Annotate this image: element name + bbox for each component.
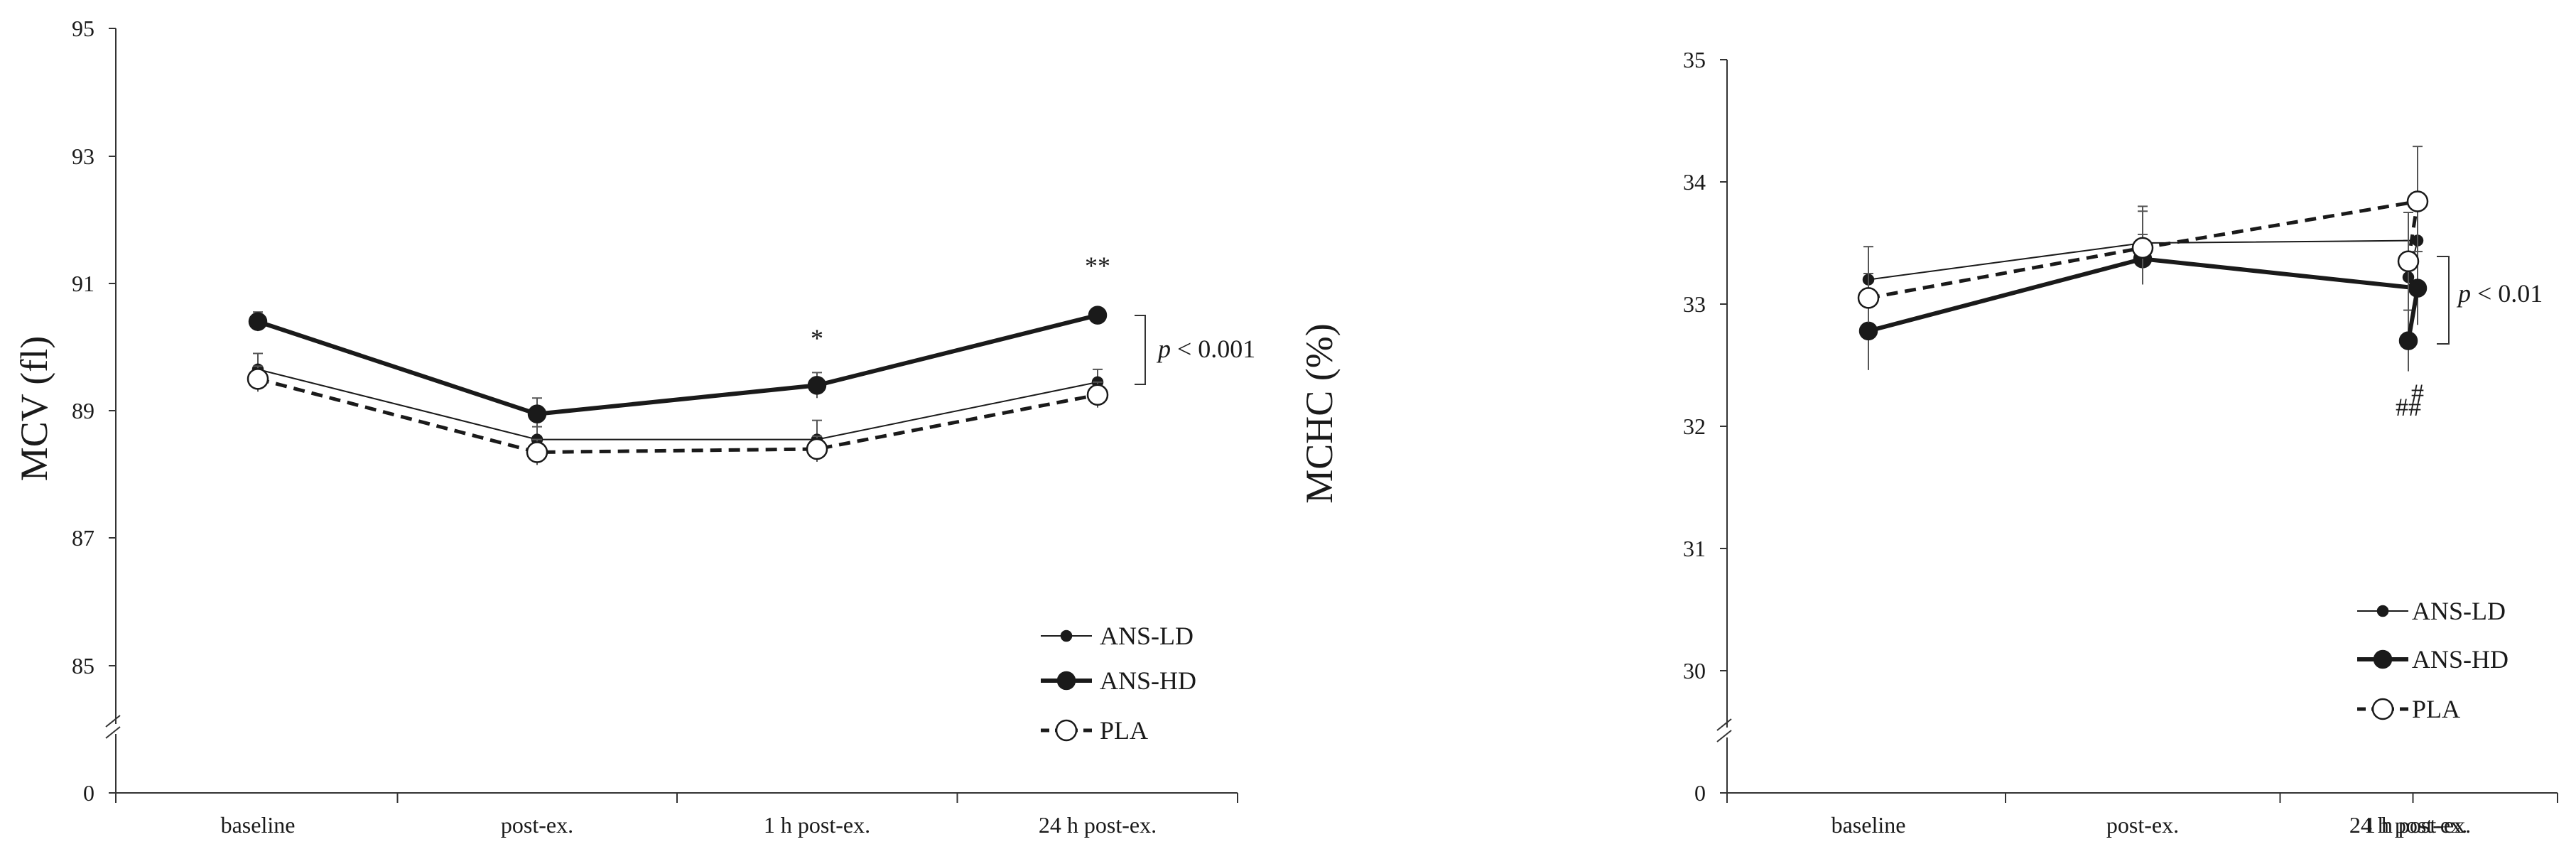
legend-swatch-marker — [2373, 649, 2393, 669]
ans-hd-series-line — [1868, 256, 2420, 342]
y-tick-label: 32 — [1683, 414, 1706, 439]
legend-swatch-marker — [1060, 629, 1073, 642]
legend: ANS-LD ANS-HD PLA — [2357, 597, 2509, 723]
axis-break-mark — [105, 726, 121, 739]
legend-label: PLA — [2412, 695, 2460, 723]
ans-hd-data-point — [1088, 306, 1108, 325]
y-axis-title: MCV (fl) — [13, 336, 55, 482]
bracket-p-value: p < 0.001 — [1156, 335, 1255, 363]
x-tick-label: post-ex. — [2106, 812, 2179, 838]
legend-label: ANS-HD — [2412, 645, 2509, 674]
legend: ANS-LD ANS-HD PLA — [1041, 622, 1196, 745]
y-tick-label: 31 — [1683, 536, 1706, 561]
significance-mark: * — [811, 324, 823, 352]
axis-break-mark — [1716, 718, 1732, 731]
significance-mark: # — [2411, 379, 2424, 407]
ans-hd-data-point — [807, 376, 827, 395]
x-tick-label: baseline — [1831, 812, 1906, 838]
x-tick-label: baseline — [221, 812, 296, 838]
y-tick-label: 34 — [1683, 169, 1706, 195]
bracket-p-value: p < 0.01 — [2456, 279, 2543, 308]
x-tick-label: 1 h post-ex. — [2364, 812, 2471, 838]
y-tick-label: 0 — [83, 780, 94, 806]
axis-break-gap — [106, 724, 126, 734]
legend-swatch-marker — [2371, 698, 2394, 720]
y-tick-label: 33 — [1683, 291, 1706, 317]
x-tick-label: 24 h post-ex. — [1039, 812, 1157, 838]
y-tick-label: 87 — [72, 525, 94, 551]
pla-series-line — [257, 377, 1098, 455]
pla-data-point — [2397, 250, 2420, 273]
x-tick-label: 1 h post-ex. — [764, 812, 870, 838]
ans-hd-data-point — [2398, 331, 2418, 350]
y-axis-title: MCHC (%) — [1298, 323, 1341, 504]
ans-hd-data-point — [527, 404, 547, 423]
legend-swatch-marker — [2376, 605, 2389, 617]
legend-label: PLA — [1100, 716, 1148, 745]
legend-label: ANS-LD — [2412, 597, 2506, 625]
pla-data-point — [247, 368, 269, 390]
axis-break-gap — [1717, 728, 1737, 737]
ans-hd-data-point — [1858, 321, 1878, 341]
significance-bracket — [2437, 256, 2450, 345]
y-tick-label: 93 — [72, 144, 94, 169]
legend-label: ANS-HD — [1100, 666, 1196, 695]
y-tick-label: 89 — [72, 398, 94, 423]
y-tick-label: 0 — [1694, 780, 1706, 806]
y-tick-label: 85 — [72, 653, 94, 679]
pla-data-point — [2131, 237, 2154, 259]
x-tick-label: post-ex. — [501, 812, 573, 838]
pla-data-point — [526, 441, 548, 463]
ans-hd-data-point — [2408, 279, 2428, 298]
y-tick-label: 95 — [72, 16, 94, 41]
significance-mark: ** — [1085, 252, 1110, 280]
significance-mark: ## — [2396, 393, 2421, 421]
y-tick-label: 30 — [1683, 658, 1706, 683]
p-threshold: < 0.001 — [1171, 335, 1255, 363]
ans-hd-series-line — [257, 313, 1098, 416]
pla-data-point — [1857, 287, 1880, 309]
significance-bracket — [1135, 315, 1146, 385]
pla-data-point — [2406, 190, 2429, 212]
y-tick-label: 35 — [1683, 47, 1706, 72]
axis-break-mark — [105, 715, 121, 728]
p-threshold: < 0.01 — [2471, 279, 2543, 308]
ans-hd-data-point — [248, 312, 268, 331]
left-chart: MCV (fl) 95 93 91 89 87 85 0 baseline post-ex. 1 … — [13, 16, 1255, 838]
y-tick-label: 91 — [72, 271, 94, 296]
p-symbol: p — [2456, 279, 2471, 308]
legend-swatch-marker — [1056, 671, 1076, 691]
legend-label: ANS-LD — [1100, 622, 1194, 650]
pla-data-point — [806, 438, 828, 460]
ans-ld-series-line — [257, 368, 1098, 440]
right-chart: MCHC (%) 35 34 33 32 31 30 0 baseline post-ex. 1 … — [1298, 47, 2558, 838]
p-symbol: p — [1156, 335, 1171, 363]
pla-series-line — [1868, 199, 2420, 300]
pla-data-point — [1086, 384, 1109, 406]
x-tick-label: 24 h post-ex. — [2349, 812, 2467, 838]
axis-break-mark — [1716, 730, 1732, 742]
legend-swatch-marker — [1055, 719, 1078, 742]
